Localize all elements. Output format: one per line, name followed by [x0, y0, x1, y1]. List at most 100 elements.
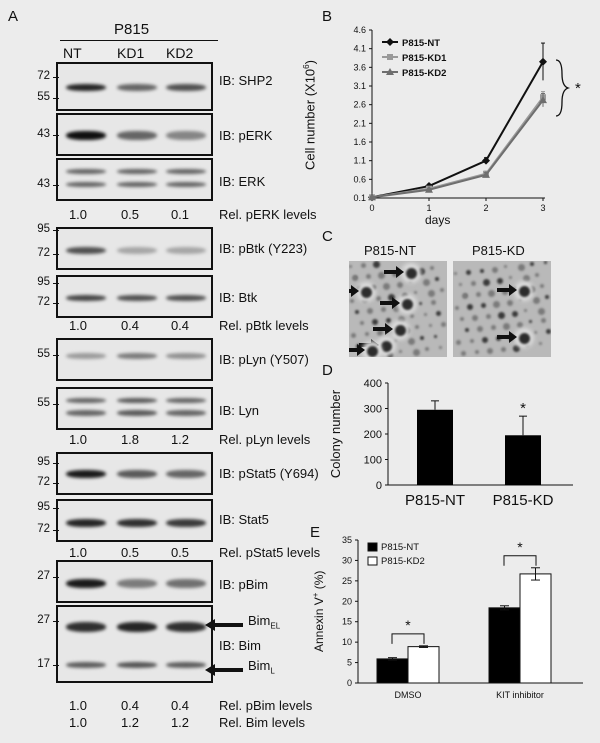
- data-point: [482, 156, 490, 165]
- cell-speck: [488, 290, 495, 297]
- blot-label: IB: pLyn (Y507): [219, 352, 309, 367]
- cell-speck: [493, 301, 500, 308]
- cell-speck: [393, 305, 400, 312]
- right-arrow-icon: [349, 285, 359, 297]
- cell-speck: [470, 339, 474, 343]
- cell-speck: [483, 279, 490, 286]
- cell-speck: [455, 306, 459, 310]
- panel-e-ylabel-end: (%): [312, 570, 326, 593]
- significance-star: *: [517, 539, 523, 555]
- blot-band: [117, 353, 157, 359]
- blot-band: [117, 579, 157, 588]
- significance-star: *: [520, 400, 526, 417]
- blot-band: [166, 169, 206, 174]
- cell-speck: [430, 266, 434, 270]
- bim-l-sub: L: [270, 666, 275, 676]
- blot-band: [117, 398, 157, 403]
- cell-speck: [419, 302, 422, 305]
- y-tick-label: 4.6: [353, 25, 366, 35]
- blot-band: [117, 131, 157, 140]
- cell-speck: [529, 320, 532, 323]
- mw-marker: 72: [26, 476, 59, 488]
- y-tick-label: 2.1: [353, 118, 366, 128]
- cell-speck: [423, 279, 430, 286]
- panel-e-ylabel-text: Annexin V: [312, 597, 326, 652]
- cell-speck: [429, 324, 432, 327]
- cell-speck: [366, 274, 371, 279]
- rel-value: 0.4: [170, 318, 190, 333]
- cell-speck: [428, 290, 435, 297]
- cell-speck: [355, 310, 359, 314]
- blot-band: [66, 131, 106, 140]
- blot-band: [117, 470, 157, 478]
- blot-11: [56, 605, 213, 683]
- bar: [407, 646, 440, 684]
- y-tick-label: 400: [364, 378, 382, 390]
- rel-value: 0.5: [170, 545, 190, 560]
- cell-speck: [507, 300, 513, 306]
- cell-speck: [394, 339, 397, 342]
- blot-band: [66, 579, 106, 588]
- bim-l-label: BimL: [248, 658, 275, 676]
- cell-speck: [482, 337, 488, 343]
- rel-value: 0.1: [170, 207, 190, 222]
- cell-speck: [378, 272, 385, 279]
- cell-speck: [481, 303, 486, 308]
- panel-e-ylabel-sup: +: [311, 592, 320, 598]
- rel-value: 1.8: [120, 432, 140, 447]
- y-tick-label: 20: [342, 596, 352, 606]
- blot-band: [117, 519, 157, 527]
- blot-label: IB: Btk: [219, 290, 258, 305]
- cell-speck: [503, 323, 510, 330]
- blot-label: IB: Bim: [219, 638, 261, 653]
- cell-speck: [517, 322, 523, 328]
- legend-label: P815-KD1: [402, 53, 447, 64]
- cell-speck: [351, 333, 356, 338]
- cell-speck: [456, 340, 461, 345]
- cell-speck: [465, 328, 469, 332]
- blot-band: [117, 84, 157, 91]
- right-arrow-icon: [373, 323, 393, 335]
- mw-marker: 72: [26, 296, 59, 308]
- cell-speck: [539, 342, 542, 345]
- rel-label: Rel. pBtk levels: [219, 318, 309, 333]
- cell-speck: [538, 308, 545, 315]
- bar: [376, 658, 409, 684]
- rel-value: 0.4: [120, 318, 140, 333]
- blot-band: [166, 295, 206, 301]
- y-tick-label: 300: [364, 404, 382, 416]
- rel-value: 0.5: [120, 207, 140, 222]
- mw-marker: 95: [26, 276, 59, 288]
- cell-speck: [383, 283, 390, 290]
- blot-band: [166, 398, 206, 403]
- cell-speck: [381, 307, 386, 312]
- legend-marker: [386, 38, 394, 46]
- cell-speck: [414, 291, 417, 294]
- cell-speck: [431, 300, 436, 305]
- right-arrow-icon: [384, 266, 404, 278]
- right-arrow-icon: [497, 331, 517, 343]
- cell-speck: [472, 315, 478, 321]
- cell-speck: [372, 319, 378, 325]
- rel-value: 0.4: [120, 698, 140, 713]
- rel-value: 0.5: [120, 545, 140, 560]
- cell-speck: [399, 350, 402, 353]
- blot-label: IB: pBtk (Y223): [219, 241, 308, 256]
- colony: [367, 346, 378, 357]
- cell-speck: [476, 292, 481, 297]
- cell-speck: [462, 293, 468, 299]
- significance-bracket: [391, 633, 425, 644]
- rel-label: Rel. pERK levels: [219, 207, 317, 222]
- legend-label: P815-KD2: [402, 68, 446, 79]
- blot-5: [56, 275, 213, 318]
- colony: [406, 268, 417, 279]
- bim-l-text: Bim: [248, 658, 271, 673]
- blot-band: [166, 470, 206, 478]
- right-arrow-icon: [380, 297, 400, 309]
- cell-speck: [546, 329, 551, 334]
- blot-10: [56, 560, 213, 603]
- cell-speck: [459, 283, 462, 286]
- mw-marker: 95: [26, 223, 59, 235]
- rel-value: 1.0: [68, 545, 88, 560]
- blot-band: [66, 182, 106, 187]
